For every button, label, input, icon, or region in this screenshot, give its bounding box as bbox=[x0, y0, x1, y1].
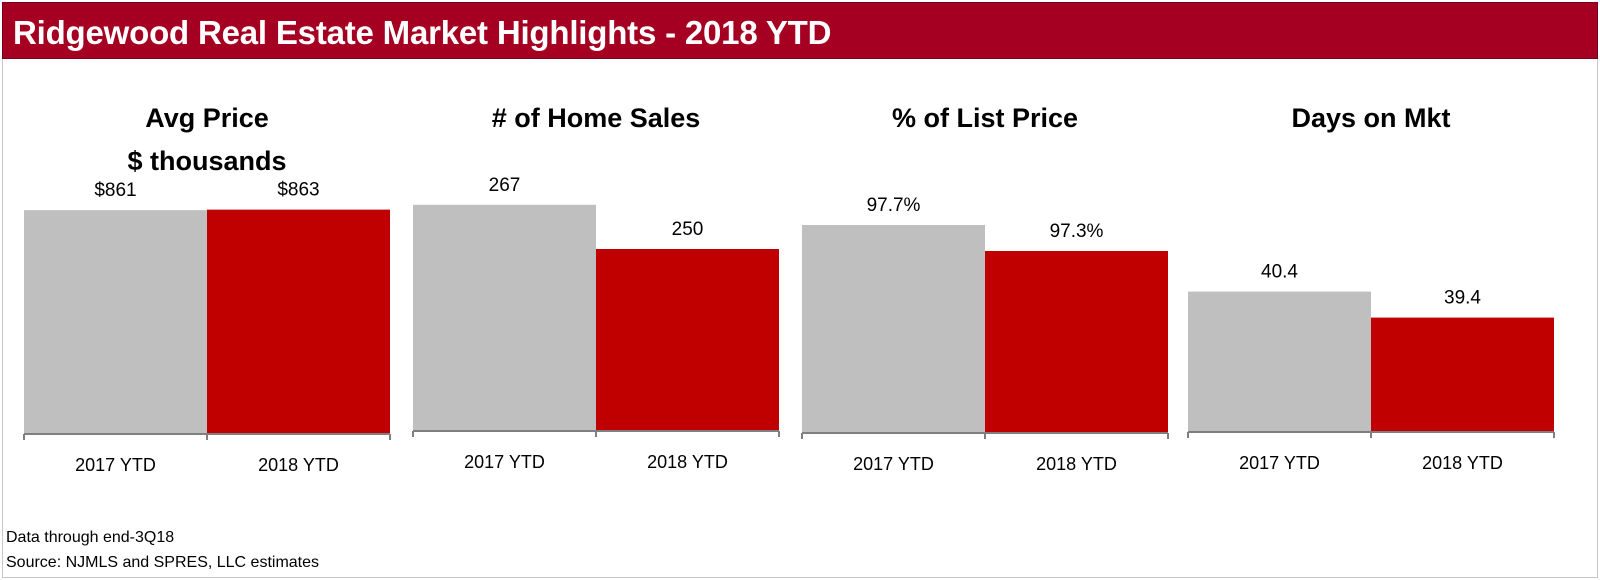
chart-title: Days on Mkt bbox=[1291, 103, 1450, 133]
data-label: 97.3% bbox=[1050, 221, 1104, 242]
page-title: Ridgewood Real Estate Market Highlights … bbox=[13, 14, 832, 51]
bar-2017-ytd bbox=[1188, 291, 1371, 432]
data-label: $861 bbox=[94, 180, 136, 201]
bar-2018-ytd bbox=[207, 209, 390, 434]
category-label: 2018 YTD bbox=[258, 455, 339, 475]
chart-title: Avg Price bbox=[145, 103, 269, 133]
bar-2017-ytd bbox=[802, 225, 985, 433]
data-through-note: Data through end-3Q18 bbox=[6, 529, 175, 546]
category-label: 2017 YTD bbox=[464, 452, 545, 472]
chart-subtitle: $ thousands bbox=[127, 146, 286, 176]
bar-2017-ytd bbox=[24, 210, 207, 434]
bar-2017-ytd bbox=[413, 204, 596, 431]
category-label: 2017 YTD bbox=[853, 454, 934, 474]
category-label: 2017 YTD bbox=[1239, 453, 1320, 473]
category-label: 2018 YTD bbox=[647, 452, 728, 472]
source-note: Source: NJMLS and SPRES, LLC estimates bbox=[6, 554, 320, 571]
bar-2018-ytd bbox=[1371, 317, 1554, 432]
chart-title: # of Home Sales bbox=[492, 103, 701, 133]
data-label: 39.4 bbox=[1444, 288, 1481, 309]
data-label: 250 bbox=[672, 219, 704, 240]
data-label: 40.4 bbox=[1261, 262, 1298, 283]
data-label: 97.7% bbox=[867, 195, 921, 216]
title-banner: Ridgewood Real Estate Market Highlights … bbox=[2, 2, 1598, 59]
bar-2018-ytd bbox=[596, 249, 779, 431]
data-label: 267 bbox=[489, 175, 521, 196]
data-label: $863 bbox=[277, 180, 319, 201]
category-label: 2017 YTD bbox=[75, 455, 156, 475]
chart-title: % of List Price bbox=[892, 103, 1078, 133]
category-label: 2018 YTD bbox=[1036, 454, 1117, 474]
charts-area: Avg Price $ thousands $861 2017 YTD $863 2018… bbox=[23, 103, 1555, 475]
chart-frame bbox=[2, 59, 1598, 578]
category-label: 2018 YTD bbox=[1422, 453, 1503, 473]
bar-2018-ytd bbox=[985, 251, 1168, 433]
